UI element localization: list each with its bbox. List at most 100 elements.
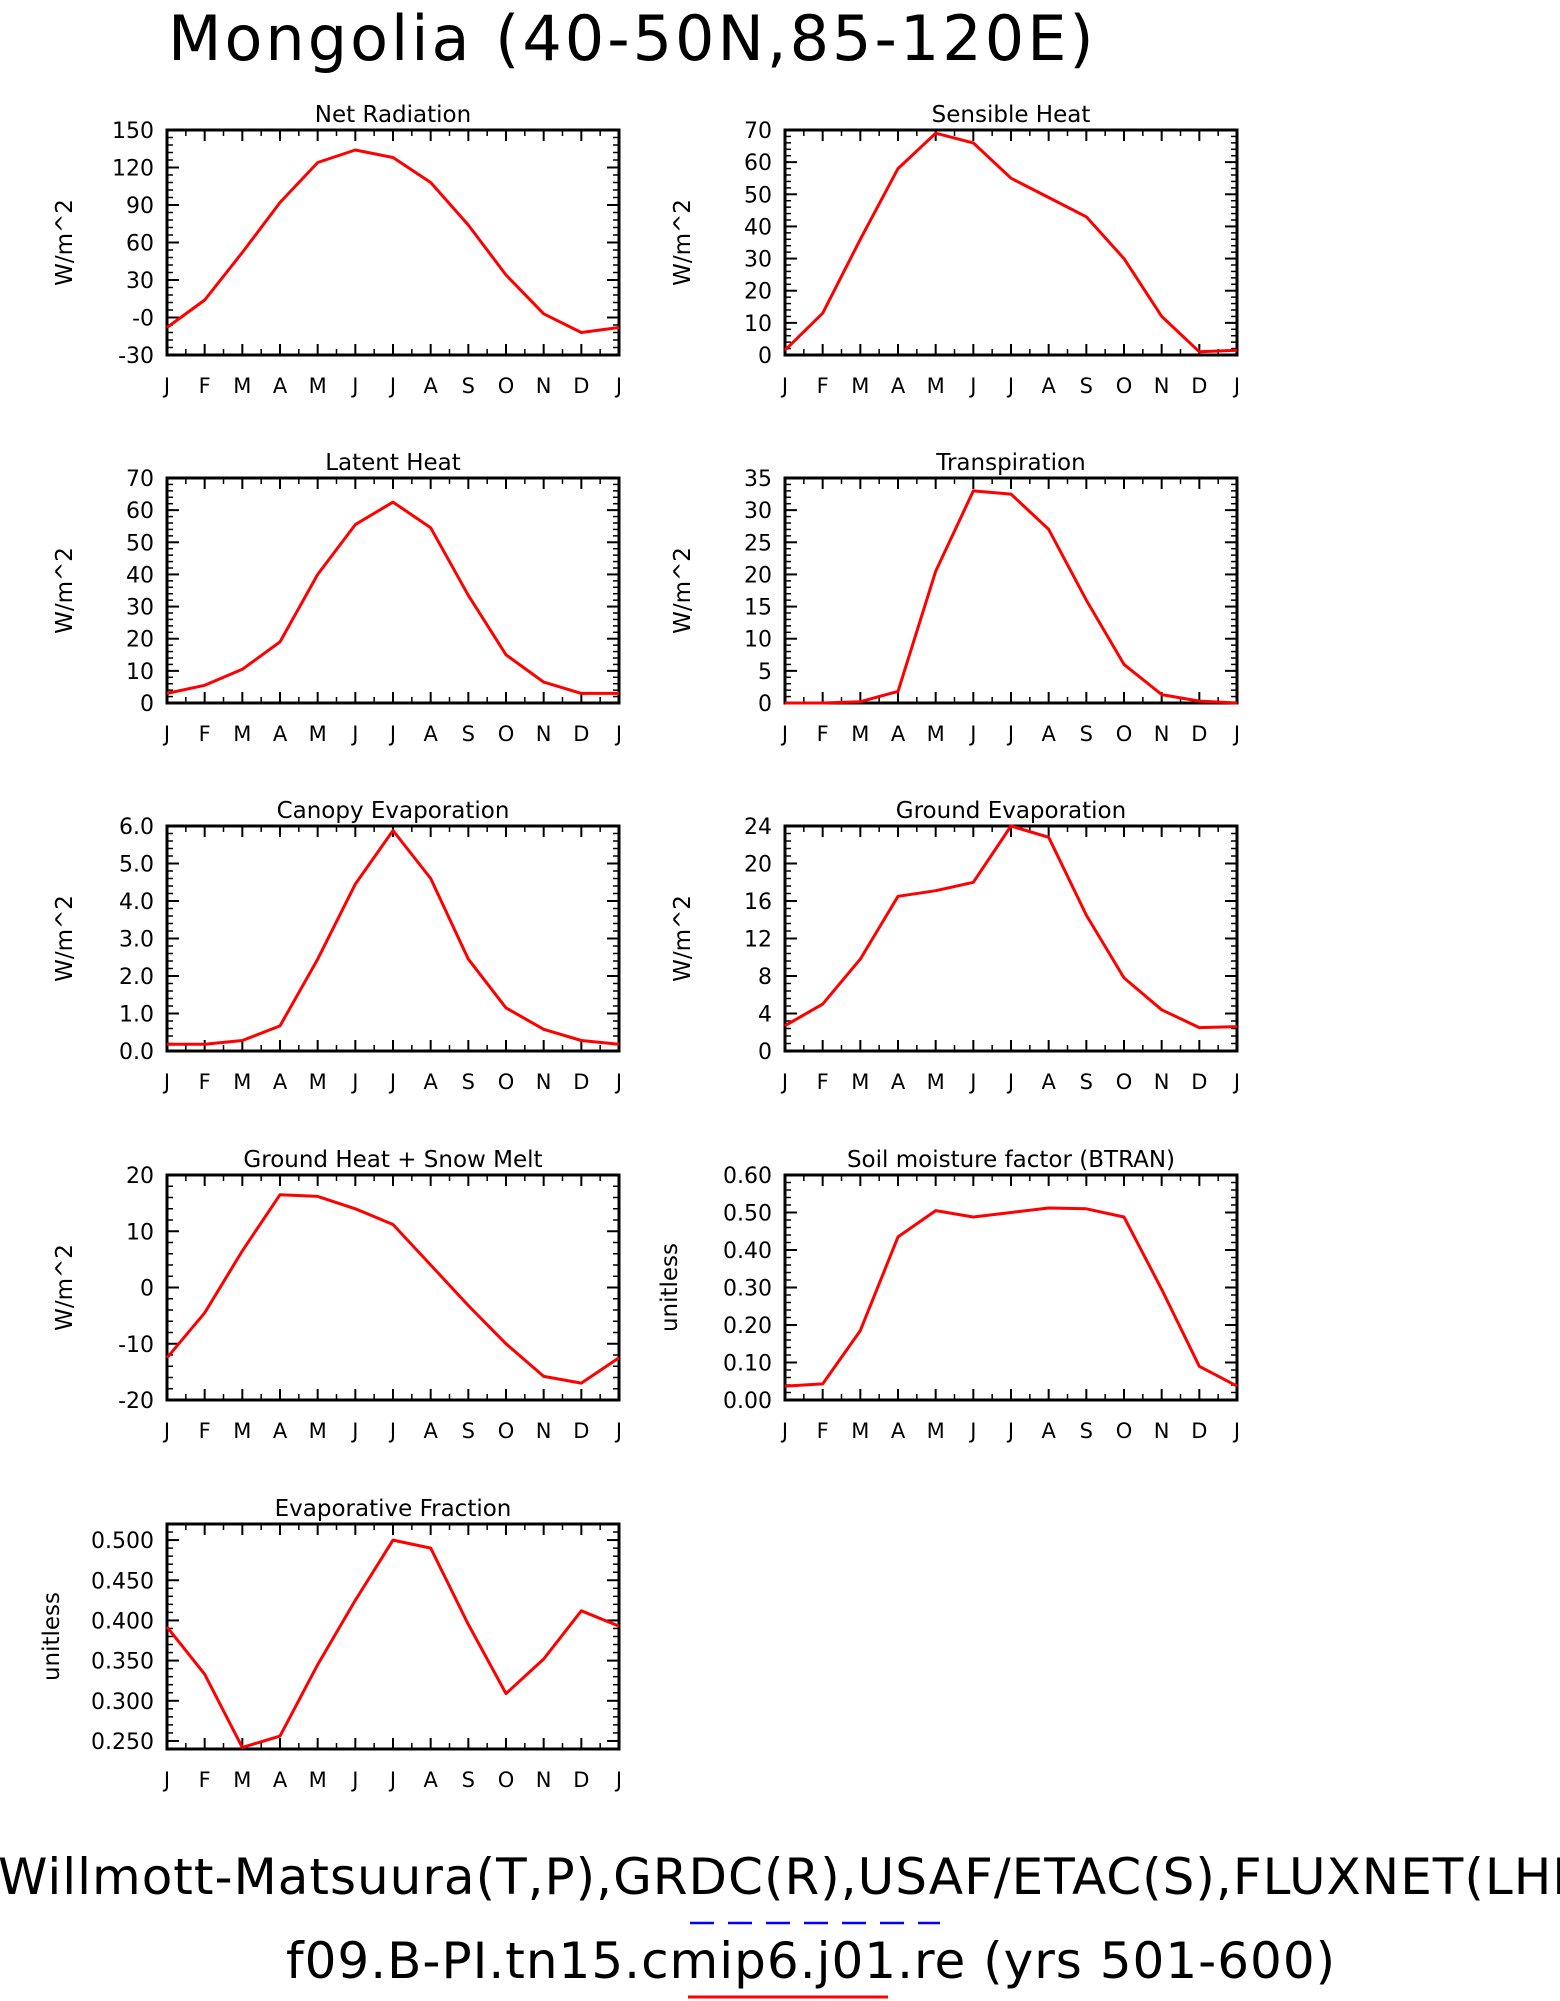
y-tick-label: -30 (118, 344, 154, 369)
y-tick-label: 30 (126, 596, 154, 621)
x-tick-label: N (1154, 1419, 1170, 1443)
x-tick-label: J (780, 1070, 788, 1094)
x-tick-label: M (927, 374, 945, 398)
x-tick-label: O (1116, 374, 1133, 398)
x-tick-label: A (891, 722, 906, 746)
x-tick-label: S (462, 374, 475, 398)
plot-frame (165, 476, 621, 705)
x-tick-label: J (162, 374, 170, 398)
y-tick-label: 24 (744, 815, 772, 840)
y-axis-label: W/m^2 (670, 547, 696, 634)
x-tick-label: J (388, 1419, 396, 1443)
x-tick-label: A (423, 1419, 438, 1443)
x-tick-label: J (614, 1070, 622, 1094)
y-tick-label: 90 (126, 194, 154, 219)
x-tick-label: J (780, 1419, 788, 1443)
x-tick-label: A (1041, 1419, 1056, 1443)
x-tick-label: A (423, 1070, 438, 1094)
y-tick-label: 70 (744, 119, 772, 144)
x-tick-label: N (536, 1768, 552, 1792)
y-tick-label: 0.0 (119, 1040, 154, 1065)
x-tick-label: J (350, 1768, 358, 1792)
y-tick-label: -0 (132, 307, 154, 332)
x-tick-label: F (199, 374, 211, 398)
x-tick-label: J (614, 374, 622, 398)
plot-frame (783, 128, 1239, 357)
x-tick-label: M (927, 722, 945, 746)
series-line (785, 489, 1238, 705)
x-tick-label: M (309, 1419, 327, 1443)
y-tick-label: 30 (744, 499, 772, 524)
x-tick-label: O (498, 1070, 515, 1094)
x-tick-label: D (573, 1768, 589, 1792)
y-tick-label: 10 (126, 1220, 154, 1245)
y-tick-label: 8 (758, 965, 772, 990)
y-tick-label: 0.300 (91, 1690, 154, 1715)
y-tick-label: 0.500 (91, 1529, 154, 1554)
x-tick-label: S (1080, 1419, 1093, 1443)
y-tick-label: 3.0 (119, 928, 154, 953)
y-axis-label: W/m^2 (670, 895, 696, 982)
x-tick-label: J (614, 1768, 622, 1792)
y-tick-label: 20 (744, 853, 772, 878)
y-tick-label: 0 (140, 1277, 154, 1302)
series-line (166, 500, 619, 695)
y-tick-label: 30 (744, 248, 772, 273)
y-axis-label: W/m^2 (52, 895, 78, 982)
y-tick-label: 40 (126, 563, 154, 588)
x-tick-label: M (309, 722, 327, 746)
y-tick-label: 0 (140, 692, 154, 717)
x-tick-label: O (1116, 1419, 1133, 1443)
x-tick-label: M (233, 722, 251, 746)
y-tick-label: 0.350 (91, 1650, 154, 1675)
y-tick-label: 5.0 (119, 853, 154, 878)
x-tick-label: J (1232, 1070, 1240, 1094)
x-tick-label: J (1232, 1419, 1240, 1443)
x-tick-label: A (273, 1419, 288, 1443)
x-tick-label: D (573, 1070, 589, 1094)
x-tick-label: M (927, 1419, 945, 1443)
y-tick-label: 0.450 (91, 1569, 154, 1594)
y-tick-label: 50 (126, 531, 154, 556)
x-tick-label: F (817, 1419, 829, 1443)
y-tick-label: 0.250 (91, 1730, 154, 1755)
x-tick-label: J (780, 722, 788, 746)
x-tick-label: A (891, 1419, 906, 1443)
panel-title: Latent Heat (325, 450, 461, 476)
x-tick-label: A (1041, 722, 1056, 746)
x-tick-label: N (536, 374, 552, 398)
x-tick-label: A (1041, 1070, 1056, 1094)
series-line (165, 1193, 620, 1385)
y-tick-label: 0.40 (723, 1239, 772, 1264)
x-tick-label: J (388, 722, 396, 746)
y-tick-label: 0 (758, 692, 772, 717)
y-tick-label: 5 (758, 660, 772, 685)
case-caption: f09.B-PI.tn15.cmip6.j01.re (yrs 501-600) (286, 1932, 1337, 1990)
y-tick-label: 2.0 (119, 965, 154, 990)
x-tick-label: S (462, 1070, 475, 1094)
y-tick-label: 10 (744, 312, 772, 337)
x-tick-label: D (1191, 1419, 1207, 1443)
y-tick-label: -10 (118, 1333, 154, 1358)
series-line (166, 148, 620, 334)
y-axis-label: W/m^2 (52, 547, 78, 634)
y-tick-label: 0.50 (723, 1202, 772, 1227)
x-tick-label: J (968, 374, 976, 398)
series-line (784, 824, 1238, 1030)
x-tick-label: J (1006, 1070, 1014, 1094)
panel-title: Sensible Heat (932, 102, 1091, 128)
x-tick-label: J (614, 722, 622, 746)
x-tick-label: S (462, 1768, 475, 1792)
x-tick-label: F (817, 1070, 829, 1094)
x-tick-label: M (309, 1768, 327, 1792)
x-tick-label: J (350, 722, 358, 746)
plot-frame (165, 824, 621, 1053)
x-tick-label: J (780, 374, 788, 398)
figure-title: Mongolia (40-50N,85-120E) (168, 2, 1097, 75)
panel-title: Transpiration (935, 450, 1085, 476)
x-tick-label: F (817, 374, 829, 398)
x-tick-label: A (273, 1768, 288, 1792)
y-tick-label: 1.0 (119, 1003, 154, 1028)
y-tick-label: 0.20 (723, 1314, 772, 1339)
